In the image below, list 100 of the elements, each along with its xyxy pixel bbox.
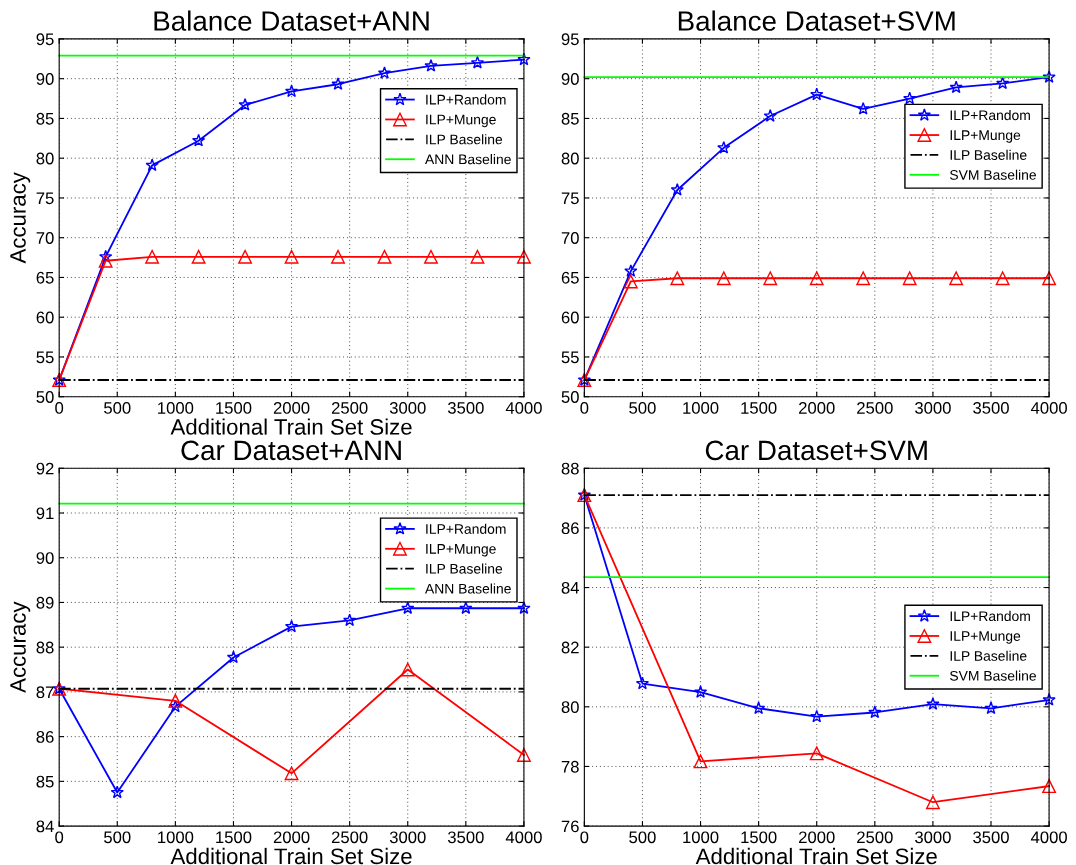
- legend-label: ILP+Munge: [950, 631, 1021, 644]
- x-tick-label: 1000: [158, 831, 194, 844]
- legend-label: ILP+Random: [950, 109, 1030, 121]
- legend-label: ILP+Munge: [426, 544, 496, 557]
- legend-label: ILP Baseline: [426, 563, 503, 574]
- point: [902, 271, 917, 286]
- legend-label: ILP+Random: [950, 610, 1030, 622]
- x-tick-label: 3000: [389, 831, 426, 844]
- point: [459, 601, 473, 615]
- x-axis-title: Additional Train Set Size: [695, 847, 937, 865]
- x-tick-label: 1500: [216, 831, 252, 844]
- x-tick-label: 0: [55, 402, 64, 414]
- point: [401, 601, 415, 615]
- chart-title: Car Dataset+SVM: [705, 440, 927, 461]
- point: [377, 249, 392, 264]
- x-tick-label: 1000: [683, 402, 719, 414]
- x-tick-label: 0: [580, 402, 589, 414]
- x-axis-title: Additional Train Set Size: [170, 418, 412, 435]
- point: [693, 685, 708, 698]
- legend-label: ILP Baseline: [950, 149, 1027, 160]
- y-tick-label: 65: [561, 271, 579, 284]
- y-tick-label: 91: [36, 507, 54, 520]
- point: [331, 77, 345, 90]
- y-tick-label: 84: [561, 581, 579, 594]
- x-tick-label: 1000: [158, 402, 194, 414]
- point: [984, 701, 998, 715]
- y-tick-label: 60: [561, 311, 579, 324]
- x-tick-label: 3500: [973, 402, 1009, 414]
- point: [809, 746, 824, 761]
- y-tick-label: 65: [36, 271, 54, 284]
- legend-label: SVM Baseline: [950, 670, 1036, 681]
- point: [809, 271, 824, 286]
- y-tick-label: 55: [561, 351, 579, 364]
- point: [995, 76, 1010, 90]
- point: [470, 249, 485, 264]
- point: [635, 676, 650, 690]
- y-tick-label: 50: [561, 391, 579, 403]
- y-tick-label: 80: [36, 152, 54, 165]
- point: [623, 274, 638, 289]
- y-tick-label: 85: [36, 112, 54, 125]
- point: [226, 650, 241, 664]
- y-tick-label: 84: [36, 820, 54, 833]
- legend-label: ILP+Random: [426, 523, 506, 534]
- x-tick-label: 2500: [331, 831, 368, 844]
- point: [168, 693, 183, 708]
- y-tick-label: 85: [561, 112, 579, 125]
- point: [517, 601, 531, 615]
- x-tick-label: 3500: [447, 402, 484, 414]
- x-tick-label: 3500: [447, 831, 484, 844]
- point: [343, 613, 357, 627]
- x-tick-label: 4000: [505, 831, 542, 844]
- x-tick-label: 1000: [683, 831, 719, 844]
- y-tick-label: 55: [36, 351, 54, 364]
- y-tick-label: 95: [36, 33, 54, 46]
- point: [110, 785, 124, 799]
- point: [516, 748, 531, 762]
- x-tick-label: 3000: [915, 831, 951, 844]
- x-tick-label: 3000: [915, 402, 951, 414]
- point: [763, 271, 778, 286]
- legend-label: ILP Baseline: [426, 134, 503, 145]
- x-tick-label: 500: [104, 831, 131, 844]
- x-tick-label: 0: [55, 831, 64, 844]
- x-tick-label: 4000: [505, 402, 542, 414]
- point: [424, 249, 438, 264]
- point: [751, 701, 766, 715]
- point: [145, 158, 159, 172]
- legend-label: ANN Baseline: [425, 154, 511, 165]
- x-tick-label: 1500: [741, 402, 777, 414]
- y-tick-label: 75: [36, 192, 54, 205]
- point: [400, 662, 415, 677]
- y-tick-label: 90: [36, 552, 54, 564]
- y-tick-label: 87: [36, 686, 54, 699]
- point: [284, 766, 299, 781]
- x-axis-title: Additional Train Set Size: [170, 847, 412, 865]
- point: [99, 249, 113, 263]
- point: [238, 97, 252, 111]
- y-tick-label: 89: [36, 596, 54, 609]
- point: [1042, 271, 1057, 286]
- x-tick-label: 0: [580, 831, 589, 844]
- y-tick-label: 85: [36, 775, 54, 788]
- chart-title: Car Dataset+ANN: [181, 440, 401, 461]
- x-tick-label: 1500: [741, 831, 777, 844]
- point: [693, 754, 708, 769]
- point: [868, 705, 882, 719]
- x-tick-label: 2000: [273, 402, 310, 414]
- y-tick-label: 95: [561, 33, 579, 46]
- chart-title: Balance Dataset+ANN: [154, 10, 429, 31]
- point: [284, 249, 299, 264]
- legend-label: ILP+Munge: [950, 130, 1021, 143]
- point: [856, 271, 871, 286]
- y-tick-label: 86: [36, 731, 54, 743]
- y-tick-label: 70: [36, 232, 54, 244]
- point: [763, 109, 777, 122]
- point: [624, 264, 638, 277]
- y-axis-title: Accuracy: [10, 172, 31, 264]
- legend-label: ILP+Munge: [426, 114, 496, 128]
- point: [284, 84, 299, 98]
- y-tick-label: 70: [561, 232, 579, 244]
- x-tick-label: 2500: [857, 831, 893, 844]
- point: [856, 101, 870, 115]
